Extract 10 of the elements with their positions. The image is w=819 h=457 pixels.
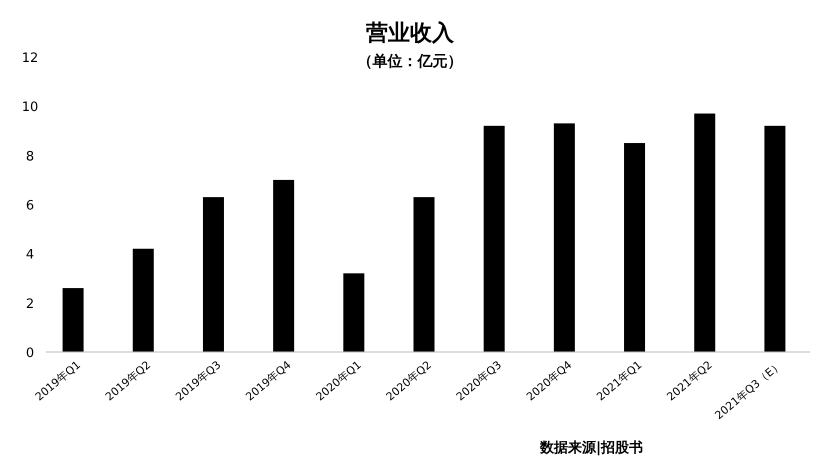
chart-subtitle: （单位：亿元）: [358, 52, 462, 70]
y-tick-label: 2: [26, 296, 34, 312]
y-tick-label: 0: [26, 346, 34, 361]
y-tick-label: 4: [26, 248, 34, 263]
y-tick-label: 8: [26, 149, 34, 164]
y-tick-label: 12: [22, 51, 38, 66]
chart-title: 营业收入: [365, 21, 455, 46]
y-tick-label: 6: [26, 198, 34, 214]
y-tick-label: 10: [22, 100, 38, 116]
source-note: 数据来源|招股书: [539, 440, 644, 456]
